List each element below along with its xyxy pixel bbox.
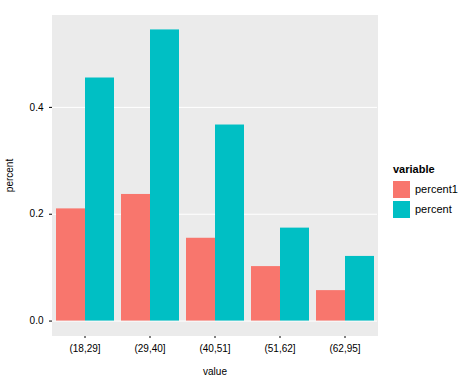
svg-text:0.4: 0.4	[30, 102, 44, 113]
svg-text:(18,29]: (18,29]	[69, 343, 100, 354]
svg-text:(51,62]: (51,62]	[264, 343, 295, 354]
svg-text:(29,40]: (29,40]	[134, 343, 165, 354]
svg-text:(62,95]: (62,95]	[329, 343, 360, 354]
html-text:percent: percent	[415, 203, 452, 215]
svg-text:(40,51]: (40,51]	[199, 343, 230, 354]
svg-text:0.2: 0.2	[30, 208, 44, 219]
html-text:percent1: percent1	[415, 183, 458, 195]
svg-text:percent: percent	[4, 159, 15, 193]
svg-text:0.0: 0.0	[30, 315, 44, 326]
svg-text:value: value	[203, 366, 227, 377]
html-text:variable: variable	[393, 163, 435, 175]
